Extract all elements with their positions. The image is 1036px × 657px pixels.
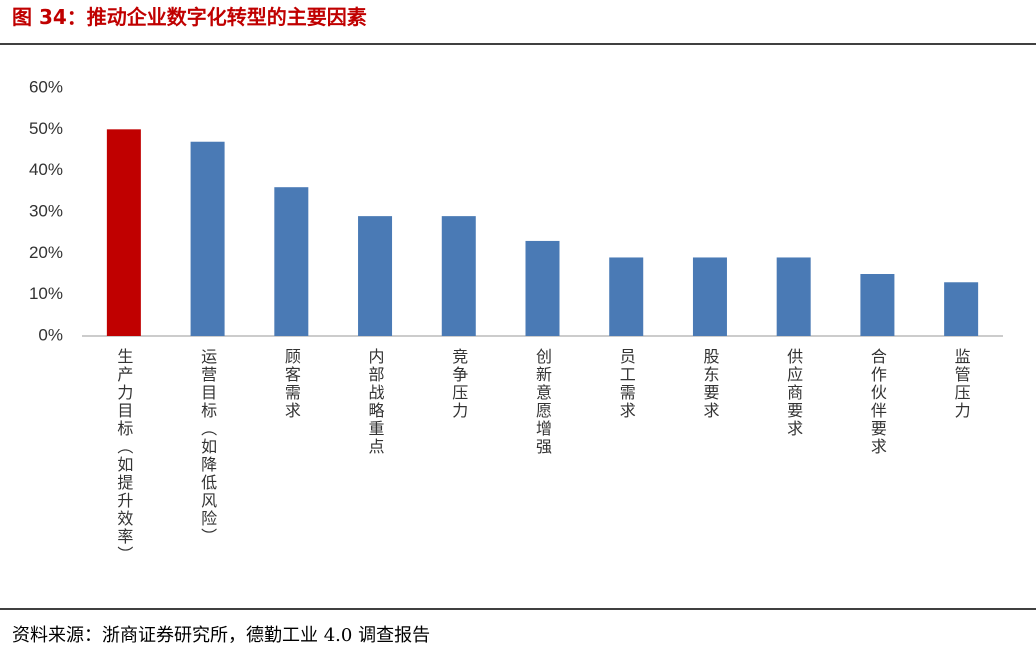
bar <box>190 141 225 336</box>
x-tick-label: 创新意愿增强 <box>533 348 552 456</box>
y-tick-label: 60% <box>29 77 63 96</box>
x-tick-label: 竞争压力 <box>449 348 468 420</box>
bar <box>860 274 895 336</box>
bar <box>358 216 393 336</box>
chart-title: 图 34：推动企业数字化转型的主要因素 <box>12 5 367 29</box>
y-tick-label: 30% <box>29 201 63 220</box>
x-tick-label: 生产力目标（如提升效率） <box>114 348 133 564</box>
x-tick-label: 顾客需求 <box>282 348 301 420</box>
x-tick-label: 监管压力 <box>952 348 971 420</box>
x-tick-label: 运营目标（如降低风险） <box>198 348 217 546</box>
bar <box>944 282 979 336</box>
y-tick-label: 0% <box>38 325 63 344</box>
x-tick-label: 内部战略重点 <box>366 348 385 456</box>
bar <box>106 129 141 336</box>
bar <box>274 187 309 336</box>
bar <box>441 216 476 336</box>
x-tick-label: 合作伙伴要求 <box>868 348 887 456</box>
bar <box>525 240 560 336</box>
y-tick-label: 40% <box>29 160 63 179</box>
x-tick-label: 员工需求 <box>617 348 636 420</box>
y-tick-label: 20% <box>29 243 63 262</box>
x-tick-label: 供应商要求 <box>784 348 803 438</box>
bar <box>692 257 727 336</box>
source-note: 资料来源：浙商证券研究所，德勤工业 4.0 调查报告 <box>12 625 430 646</box>
x-tick-label: 股东要求 <box>700 348 719 420</box>
y-tick-label: 10% <box>29 284 63 303</box>
bar <box>776 257 811 336</box>
bar <box>609 257 644 336</box>
y-tick-label: 50% <box>29 119 63 138</box>
